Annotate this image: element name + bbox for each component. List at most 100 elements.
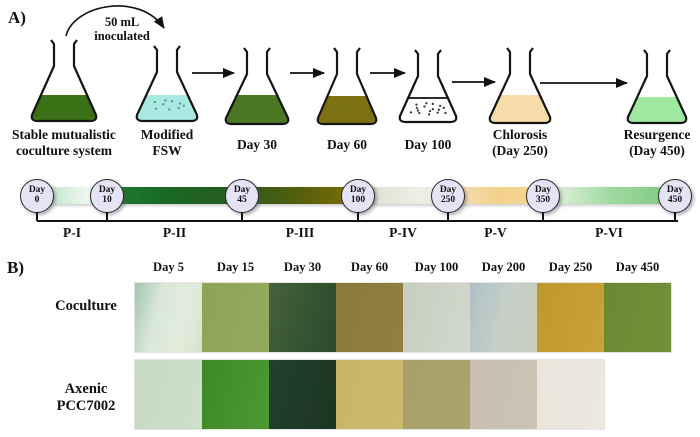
marker-word: Day	[233, 185, 251, 195]
speckle-dot	[154, 107, 158, 110]
flask-outline	[398, 49, 458, 124]
timeline-marker-day-45: Day 45	[225, 179, 259, 213]
phase-label-p-iii: P-III	[285, 225, 315, 240]
swatch-coculture-day-100	[403, 283, 470, 352]
swatch-coculture-day-15	[202, 283, 269, 352]
flask-liquid	[628, 97, 686, 122]
timeline-marker-day-350: Day 350	[526, 179, 560, 213]
timeline-marker-day-10: Day 10	[90, 179, 124, 213]
marker-word: Day	[98, 185, 116, 195]
swatch-coculture-day-250	[537, 283, 604, 352]
flask-outline	[224, 47, 290, 126]
flask-outline	[316, 47, 378, 126]
flask-chlorosis	[488, 47, 552, 125]
flask-outline	[626, 49, 688, 125]
phase-label-p-ii: P-II	[162, 225, 187, 240]
axis-tick	[36, 212, 38, 221]
flask-label-line: Modified	[140, 127, 194, 142]
speckle-dot	[425, 102, 428, 105]
column-header: Day 100	[414, 260, 459, 274]
flask-label-line: coculture system	[15, 142, 113, 158]
speckle-dot	[418, 111, 421, 115]
flask-day-30	[224, 47, 290, 126]
speckle-dot	[436, 111, 439, 114]
flask-label-line: (Day 450)	[629, 142, 685, 158]
phase-axis	[37, 220, 678, 222]
marker-day-number: 450	[667, 195, 683, 205]
flask-day-100	[398, 49, 458, 124]
swatch-coculture-day-30	[269, 283, 336, 352]
timeline-marker-day-100: Day 100	[341, 179, 375, 213]
row-label-line: PCC7002	[56, 398, 116, 414]
speckle-dot	[438, 104, 442, 108]
swatch-axenic-pcc7002-day-15	[202, 360, 269, 429]
speckle-dot	[178, 102, 182, 105]
flask-label-line: (Day 250)	[492, 142, 548, 158]
inoculation-note-line1: 50 mL	[104, 15, 140, 29]
inoculation-note: 50 mL inoculated	[67, 15, 177, 43]
flask-liquid	[318, 96, 376, 123]
flask-outline	[135, 45, 199, 123]
flask-outline	[488, 47, 552, 125]
marker-day-number: 45	[237, 195, 247, 205]
flask-label-stable-coculture: Stable mutualistic coculture system	[0, 127, 144, 158]
speckle-dot	[153, 100, 156, 104]
column-header: Day 250	[548, 260, 593, 274]
panel-b-label: B)	[7, 258, 24, 277]
swatch-axenic-pcc7002-day-60	[336, 360, 403, 429]
flask-label-line: Stable mutualistic	[12, 127, 116, 142]
marker-day-number: 100	[350, 195, 366, 205]
column-header: Day 200	[481, 260, 526, 274]
flask-liquid	[32, 95, 96, 120]
speckle-dot	[177, 106, 180, 110]
phase-label-p-v: P-V	[484, 225, 507, 240]
speckle-dot	[431, 108, 434, 111]
flask-label-line: Day 60	[326, 137, 368, 152]
flask-modified-fsw	[135, 45, 199, 123]
row-label-line: Axenic	[64, 381, 108, 397]
speckle-dot	[423, 105, 426, 108]
flask-label-line: Day 30	[236, 137, 278, 152]
timeline-marker-day-250: Day 250	[431, 179, 465, 213]
flask-liquid	[226, 95, 288, 123]
marker-day-number: 350	[535, 195, 551, 205]
speckle-dot	[170, 100, 174, 103]
flask-label-resurgence: Resurgence (Day 450)	[577, 127, 700, 158]
row-label-axenic-pcc7002: Axenic PCC7002	[11, 381, 161, 415]
swatch-axenic-pcc7002-day-250	[537, 360, 604, 429]
flask-diagram	[30, 5, 688, 126]
flask-outline	[30, 39, 98, 123]
flask-label-day-100: Day 100	[348, 137, 508, 153]
swatch-axenic-pcc7002-day-100	[403, 360, 470, 429]
inoculation-arrow	[65, 5, 165, 37]
column-header: Day 5	[153, 260, 184, 274]
flask-resurgence	[626, 49, 688, 125]
flask-label-modified-fsw: Modified FSW	[87, 127, 247, 158]
speckle-dot	[164, 99, 167, 102]
marker-day-number: 10	[102, 195, 112, 205]
flask-label-day-60: Day 60	[267, 137, 427, 153]
axis-tick	[241, 212, 243, 221]
axis-tick	[542, 212, 544, 221]
marker-word: Day	[349, 185, 367, 195]
speckle-dot	[409, 111, 413, 114]
marker-word: Day	[534, 185, 552, 195]
phase-label-p-i: P-I	[63, 225, 81, 240]
column-header: Day 30	[283, 260, 322, 274]
phase-label-p-iv: P-IV	[389, 225, 417, 240]
speckle-dot	[437, 108, 441, 111]
swatch-coculture-day-60	[336, 283, 403, 352]
column-header: Day 450	[615, 260, 660, 274]
axis-tick	[447, 212, 449, 221]
swatch-coculture-day-450	[604, 283, 671, 352]
flask-day-60	[316, 47, 378, 126]
axis-tick	[357, 212, 359, 221]
marker-word: Day	[666, 185, 684, 195]
swatch-coculture-day-5	[135, 283, 202, 352]
marker-day-number: 250	[440, 195, 456, 205]
marker-day-number: 0	[34, 195, 40, 205]
speckle-dot	[416, 109, 420, 112]
swatch-coculture-day-200	[470, 283, 537, 352]
flask-label-line: Resurgence	[623, 127, 691, 142]
